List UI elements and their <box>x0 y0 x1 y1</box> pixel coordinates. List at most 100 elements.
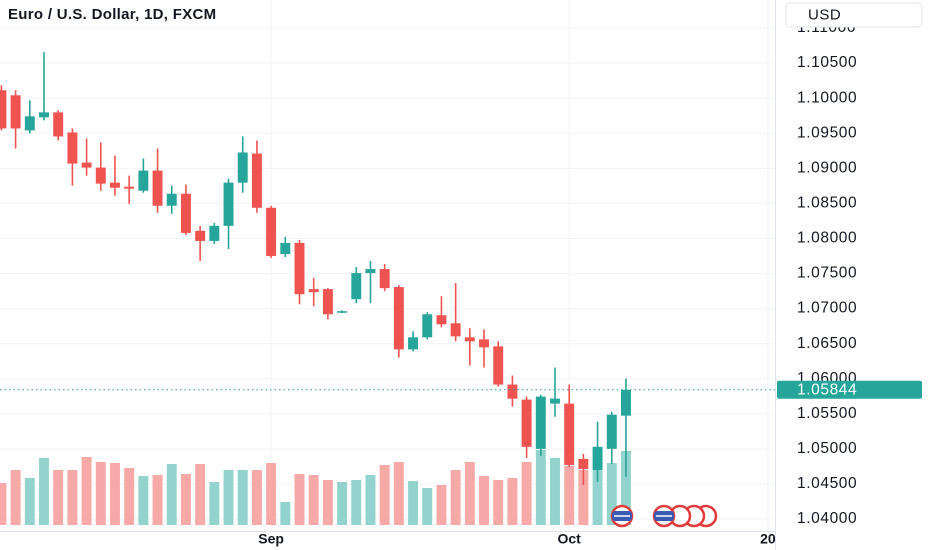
volume-bar <box>564 466 575 525</box>
y-tick-label: 1.09500 <box>797 124 857 141</box>
candle-body <box>280 242 291 254</box>
volume-bar <box>422 488 433 525</box>
volume-bar <box>95 462 106 525</box>
candle-body <box>308 289 319 293</box>
volume-bar <box>195 464 206 525</box>
candle-body <box>124 186 135 189</box>
candle-body <box>195 230 206 241</box>
volume-bar <box>10 470 21 525</box>
candle-body <box>620 389 631 416</box>
volume-bars <box>0 450 631 525</box>
candle-body <box>67 132 78 164</box>
volume-bar <box>521 462 532 525</box>
volume-bar <box>592 470 603 525</box>
volume-bar <box>450 470 461 525</box>
volume-bar <box>138 476 149 525</box>
y-tick-label: 1.10500 <box>797 54 857 71</box>
candles <box>0 52 631 485</box>
volume-bar <box>493 480 504 525</box>
candle-body <box>81 162 92 168</box>
volume-bar <box>393 462 404 525</box>
volume-bar <box>408 481 419 525</box>
candle-body <box>592 446 603 470</box>
volume-bar <box>180 474 191 525</box>
volume-bar <box>266 463 277 525</box>
volume-bar <box>237 470 248 525</box>
volume-bar <box>322 480 333 525</box>
last-price-label: 1.05844 <box>797 381 857 398</box>
candle-body <box>180 193 191 233</box>
candle-body <box>53 112 64 137</box>
volume-bar <box>124 468 135 525</box>
candle-body <box>166 193 177 206</box>
candle-body <box>0 90 7 129</box>
y-tick-label: 1.10000 <box>797 89 857 106</box>
candle-body <box>351 273 362 300</box>
volume-bar <box>0 483 7 525</box>
candle-body <box>251 153 262 208</box>
volume-bar <box>578 470 589 525</box>
candle-body <box>138 170 149 191</box>
candle-body <box>493 346 504 385</box>
volume-bar <box>152 475 163 525</box>
y-tick-label: 1.04000 <box>797 510 857 527</box>
candle-body <box>110 182 120 188</box>
y-tick-label: 1.04500 <box>797 475 857 492</box>
candle-body <box>450 323 461 337</box>
candle-body <box>479 339 489 348</box>
x-tick-label: 20 <box>760 531 776 547</box>
candle-body <box>507 384 518 399</box>
x-tick-label: Oct <box>558 531 582 547</box>
last-price-box <box>777 380 922 399</box>
volume-bar <box>479 476 489 525</box>
candle-body <box>379 269 390 289</box>
volume-bar <box>308 475 319 525</box>
volume-bar <box>606 463 617 525</box>
y-tick-label: 1.07500 <box>797 265 857 282</box>
candle-body <box>535 396 546 449</box>
volume-bar <box>507 478 518 525</box>
y-tick-label: 1.05000 <box>797 440 857 457</box>
volume-bar <box>436 485 447 525</box>
candle-body <box>266 207 277 256</box>
volume-bar <box>535 450 546 525</box>
candle-body <box>408 337 419 350</box>
y-tick-label: 1.05500 <box>797 405 857 422</box>
volume-bar <box>280 502 291 525</box>
y-tick-label: 1.08500 <box>797 195 857 212</box>
volume-bar <box>67 470 78 525</box>
candle-body <box>322 289 333 315</box>
x-tick-label: Sep <box>258 531 284 547</box>
currency-button[interactable] <box>785 2 923 28</box>
volume-bar <box>464 462 475 525</box>
candle-body <box>209 225 220 241</box>
volume-bar <box>166 464 177 525</box>
y-tick-label: 1.08000 <box>797 230 857 247</box>
volume-bar <box>337 482 348 525</box>
candle-body <box>578 458 589 469</box>
candle-body <box>606 414 617 449</box>
candle-body <box>564 403 575 465</box>
candle-body <box>550 398 560 404</box>
volume-bar <box>110 463 120 525</box>
volume-bar <box>365 475 376 525</box>
chart-title: Euro / U.S. Dollar, 1D, FXCM <box>8 6 216 23</box>
candle-body <box>521 399 532 447</box>
y-tick-label: 1.09000 <box>797 159 857 176</box>
grid <box>0 0 775 531</box>
candle-body <box>365 269 376 274</box>
volume-bar <box>209 482 220 525</box>
volume-bar <box>294 474 305 525</box>
candle-body <box>294 242 305 295</box>
candle-body <box>464 337 475 342</box>
volume-bar <box>351 480 362 525</box>
volume-bar <box>39 458 49 525</box>
currency-label[interactable]: USD <box>808 6 841 23</box>
volume-bar <box>223 470 234 525</box>
candle-body <box>223 182 234 226</box>
candle-body <box>10 95 21 129</box>
y-tick-label: 1.07000 <box>797 300 857 317</box>
candle-body <box>152 170 163 206</box>
